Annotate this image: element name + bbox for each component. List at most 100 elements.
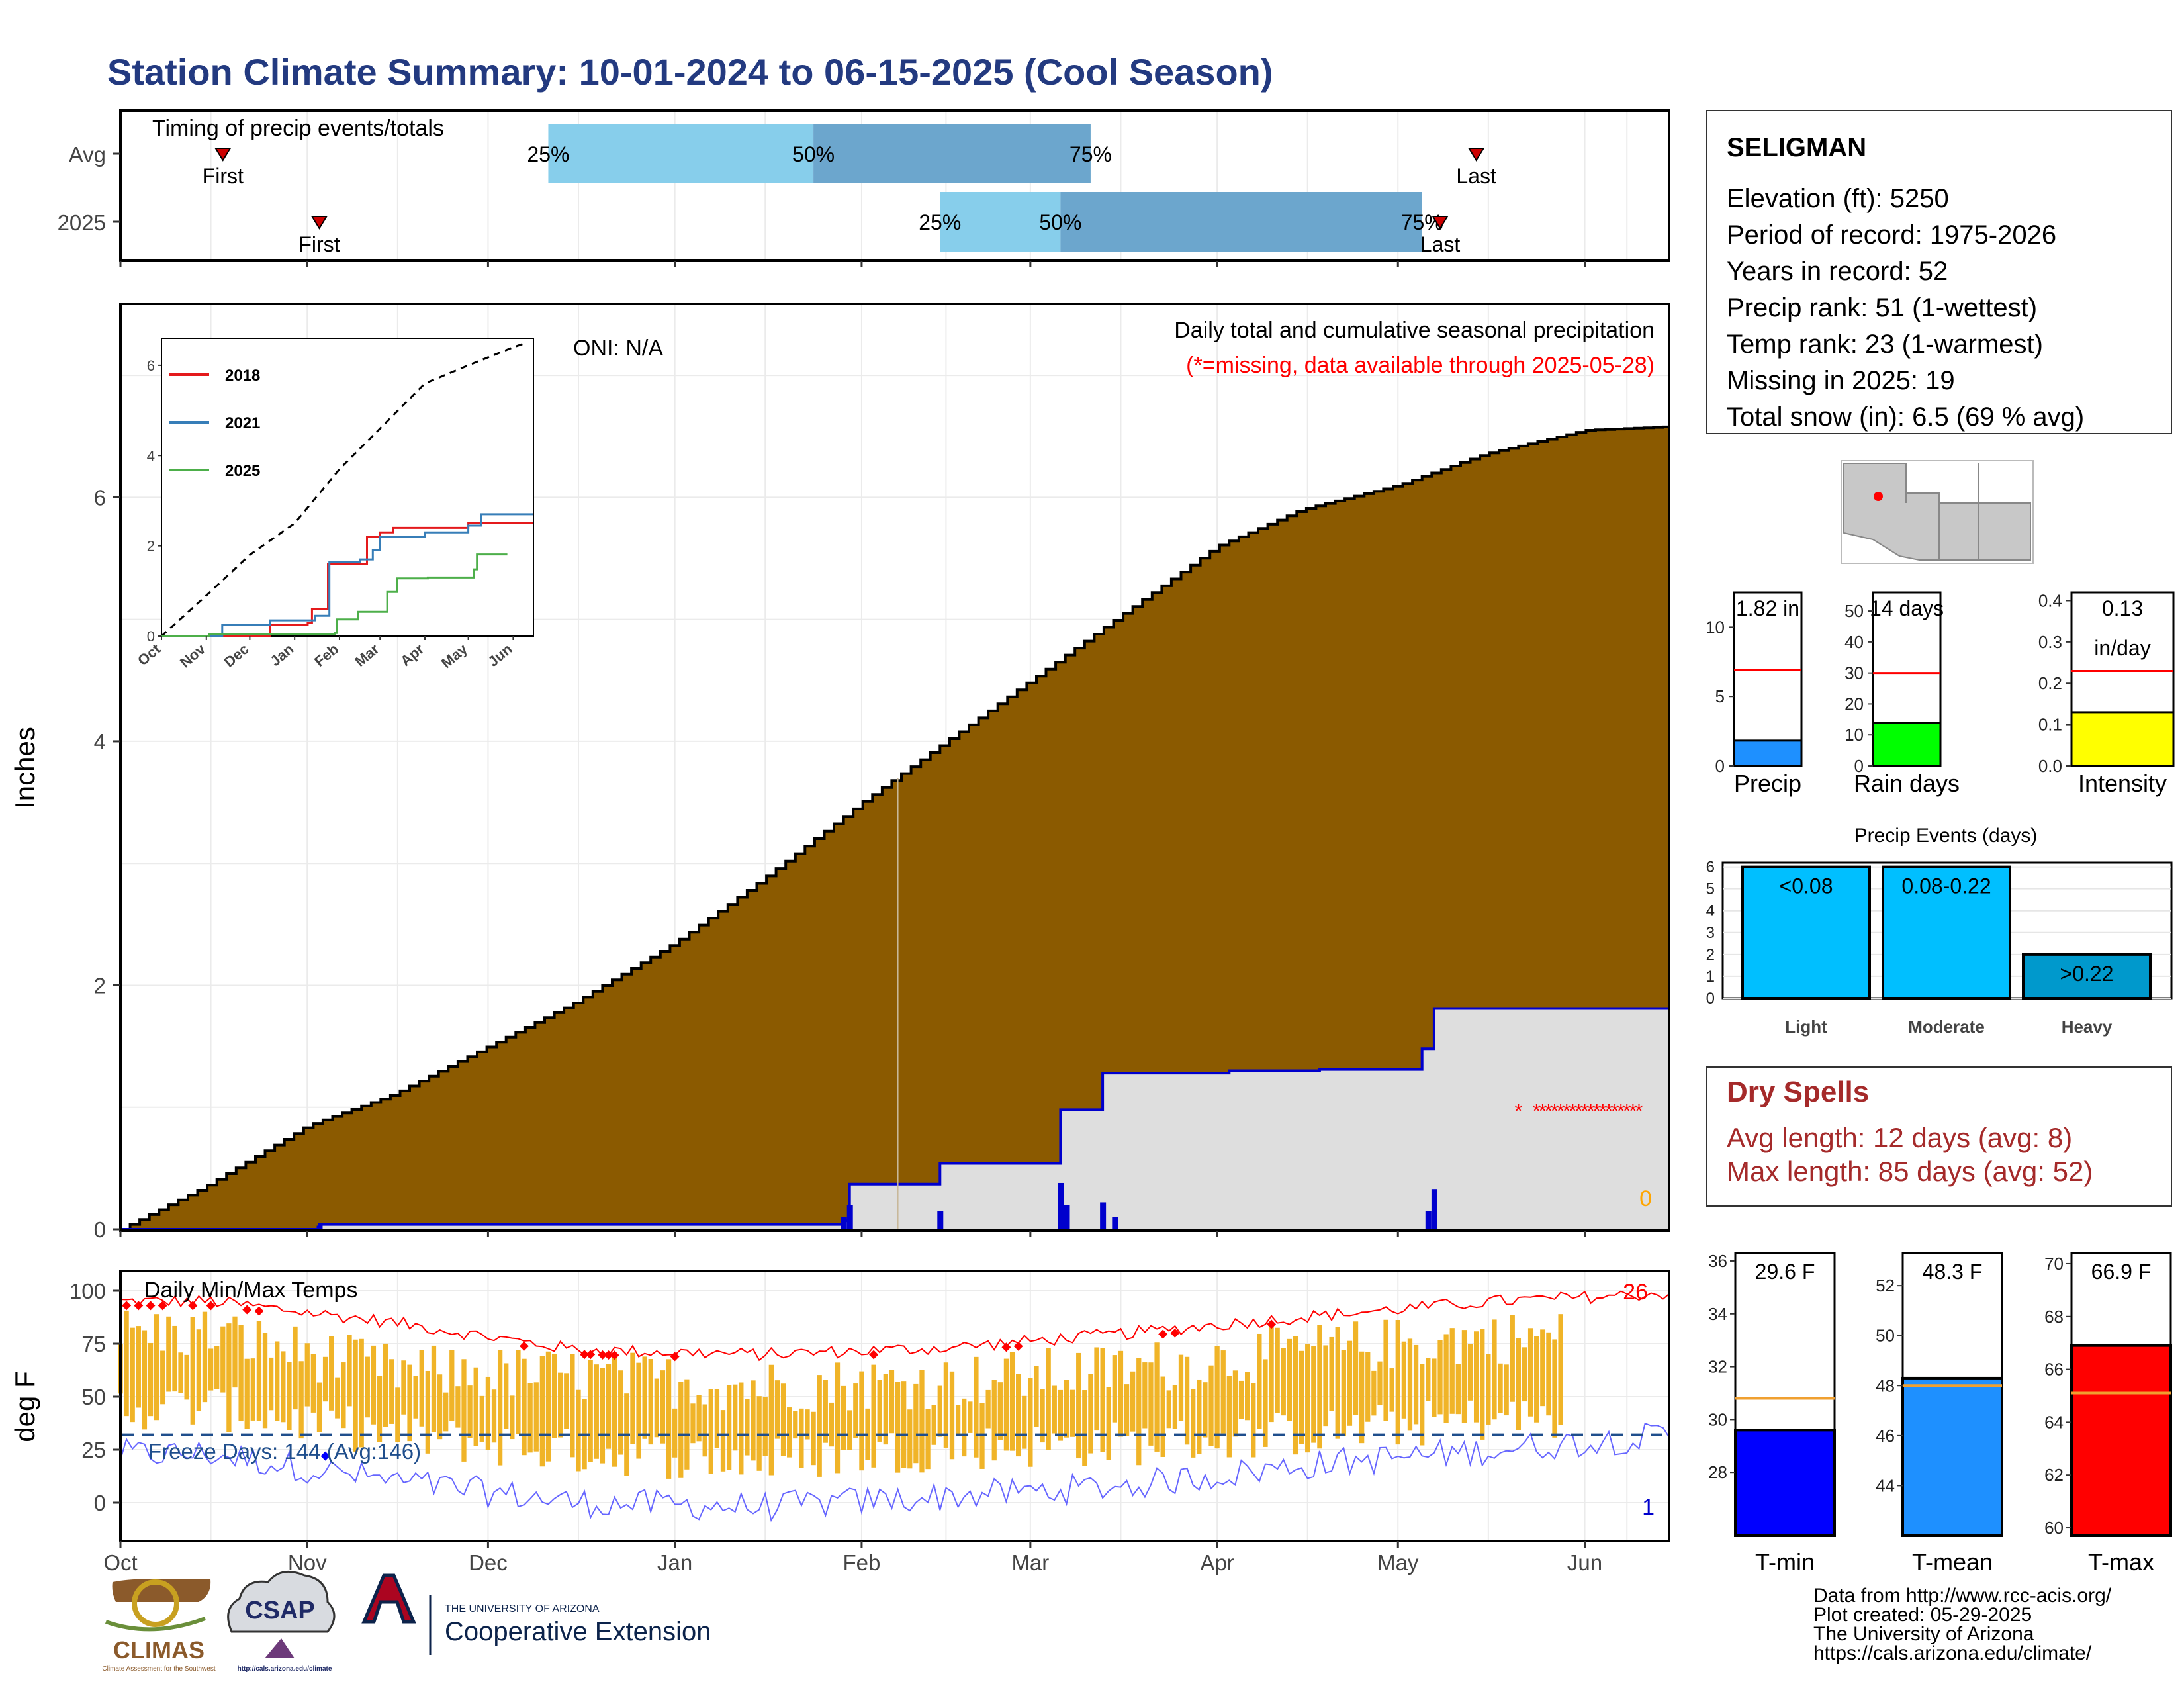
- timing-p50-label: 50%: [792, 142, 835, 166]
- daily-temp-bar: [1353, 1321, 1359, 1415]
- record-high-marker: [206, 1301, 216, 1311]
- daily-temp-bar: [1238, 1380, 1244, 1419]
- ua-logo: THE UNIVERSITY OF ARIZONA Cooperative Ex…: [361, 1573, 711, 1655]
- precip-events-tick-label: 0: [1706, 990, 1715, 1008]
- daily-temp-bar: [931, 1405, 936, 1445]
- daily-temp-bar: [1124, 1384, 1130, 1436]
- daily-precip-bar: [1112, 1217, 1118, 1229]
- climas-logo-sun: [132, 1579, 179, 1627]
- mini-bar-value: [1872, 722, 1942, 767]
- missing-marker: *: [1611, 1100, 1619, 1122]
- precip-panel-frame: [119, 303, 1670, 1232]
- daily-temp-bar: [136, 1326, 141, 1408]
- daily-temp-bar: [527, 1383, 533, 1453]
- missing-marker: *: [1581, 1100, 1589, 1122]
- daily-temp-bar: [666, 1359, 672, 1479]
- daily-precip-bar: [1064, 1205, 1070, 1229]
- daily-temp-bar: [1184, 1356, 1190, 1445]
- daily-temp-bar: [298, 1361, 304, 1439]
- daily-temp-bar: [491, 1389, 497, 1443]
- temp-y-tick-label: 50: [81, 1385, 106, 1409]
- daily-temp-bar: [1552, 1339, 1557, 1438]
- mini-bar-tick-label: 0.1: [2038, 715, 2062, 735]
- timing-last-label: Last: [1420, 232, 1461, 256]
- missing-marker: *: [1605, 1100, 1613, 1122]
- station-marker: [1874, 492, 1883, 501]
- zero-count-label: 0: [1639, 1186, 1652, 1211]
- daily-temp-bar: [1467, 1344, 1473, 1401]
- timing-first-marker: [310, 216, 328, 230]
- temp-bar-tick-label: 50: [1876, 1326, 1895, 1346]
- dry-spells-box: Dry Spells Avg length: 12 days (avg: 8) …: [1706, 1066, 2172, 1207]
- missing-marker: *: [1557, 1100, 1565, 1122]
- missing-marker: *: [1599, 1100, 1607, 1122]
- daily-temp-bar: [347, 1335, 352, 1407]
- daily-temp-bar: [883, 1374, 888, 1445]
- daily-temp-bar: [1009, 1352, 1015, 1451]
- daily-temp-bar: [497, 1350, 503, 1466]
- daily-temp-bar: [1046, 1348, 1051, 1450]
- record-high-marker: [1267, 1319, 1277, 1329]
- daily-temp-bar: [1172, 1385, 1178, 1429]
- precip-events-tick-label: 6: [1706, 859, 1715, 876]
- daily-temp-bar: [202, 1311, 208, 1403]
- daily-temp-bar: [1028, 1378, 1033, 1467]
- daily-temp-bar: [805, 1409, 810, 1440]
- daily-temp-bar: [1486, 1354, 1491, 1425]
- daily-temp-bar: [672, 1408, 678, 1458]
- timing-title: Timing of precip events/totals: [152, 116, 444, 141]
- daily-temp-bar: [377, 1376, 383, 1442]
- mini-bar-frame: [1733, 591, 1803, 767]
- precip-event-bar: [2022, 953, 2152, 1000]
- daily-temp-bar: [835, 1362, 841, 1474]
- x-axis-month-label: May: [1377, 1550, 1419, 1575]
- daily-temp-bar: [913, 1383, 919, 1464]
- daily-temp-bar: [533, 1382, 539, 1452]
- climas-logo: CLIMAS Climate Assessment for the Southw…: [102, 1579, 216, 1673]
- timing-bar-high: [813, 124, 1091, 183]
- daily-temp-bar: [799, 1408, 804, 1468]
- daily-temp-bar: [949, 1371, 955, 1460]
- daily-temp-bar: [1130, 1371, 1136, 1432]
- daily-temp-bar: [1492, 1319, 1497, 1420]
- precip-event-category-label: Heavy: [2062, 1017, 2113, 1037]
- temp-panel-frame: [119, 1270, 1670, 1542]
- missing-marker: *: [1551, 1100, 1559, 1122]
- daily-temp-bar: [1214, 1346, 1220, 1449]
- daily-temp-bar: [1069, 1389, 1075, 1437]
- precip-y-tick-label: 0: [94, 1217, 106, 1242]
- csap-mountain: [265, 1638, 295, 1658]
- temp-bar-tick-label: 66: [2044, 1360, 2064, 1380]
- x-axis-month-label: Jun: [1567, 1550, 1602, 1575]
- ua-main-text: Cooperative Extension: [445, 1617, 711, 1646]
- precip-y-tick-label: 2: [94, 973, 106, 998]
- daily-temp-bar: [684, 1379, 690, 1470]
- daily-temp-bar: [829, 1402, 835, 1447]
- daily-temp-bar: [1473, 1331, 1479, 1423]
- daily-temp-bar: [726, 1385, 732, 1470]
- station-line: Missing in 2025: 19: [1727, 366, 1955, 395]
- climas-logo-text: CLIMAS: [113, 1636, 205, 1664]
- daily-temp-bar: [714, 1389, 720, 1448]
- inset-series-2025: [161, 553, 508, 637]
- daily-temp-bar: [871, 1364, 876, 1468]
- station-name: SELIGMAN: [1727, 133, 1866, 162]
- daily-temp-bar: [1082, 1390, 1087, 1466]
- daily-temp-bar: [817, 1375, 822, 1477]
- timing-bar-low: [548, 124, 814, 183]
- state-borders: [1905, 463, 1979, 560]
- daily-temp-bar: [214, 1346, 220, 1389]
- daily-temp-bar: [322, 1356, 328, 1402]
- daily-temp-bar: [539, 1356, 545, 1467]
- temp-bar-label: T-mean: [1912, 1548, 1993, 1575]
- mini-bar-tick-label: 40: [1844, 632, 1864, 652]
- daily-temp-bar: [1341, 1350, 1346, 1436]
- daily-temp-bar: [895, 1382, 901, 1473]
- daily-precip-bar: [1425, 1211, 1432, 1229]
- timing-bar-high: [1060, 192, 1422, 252]
- footer-line: Data from http://www.rcc-acis.org/: [1813, 1585, 2112, 1607]
- precip-events-content: 0 1 2 3 4 5 6 <0.08 Light 0.08-0.22 Moderate >0.22 H…: [1706, 859, 2173, 1037]
